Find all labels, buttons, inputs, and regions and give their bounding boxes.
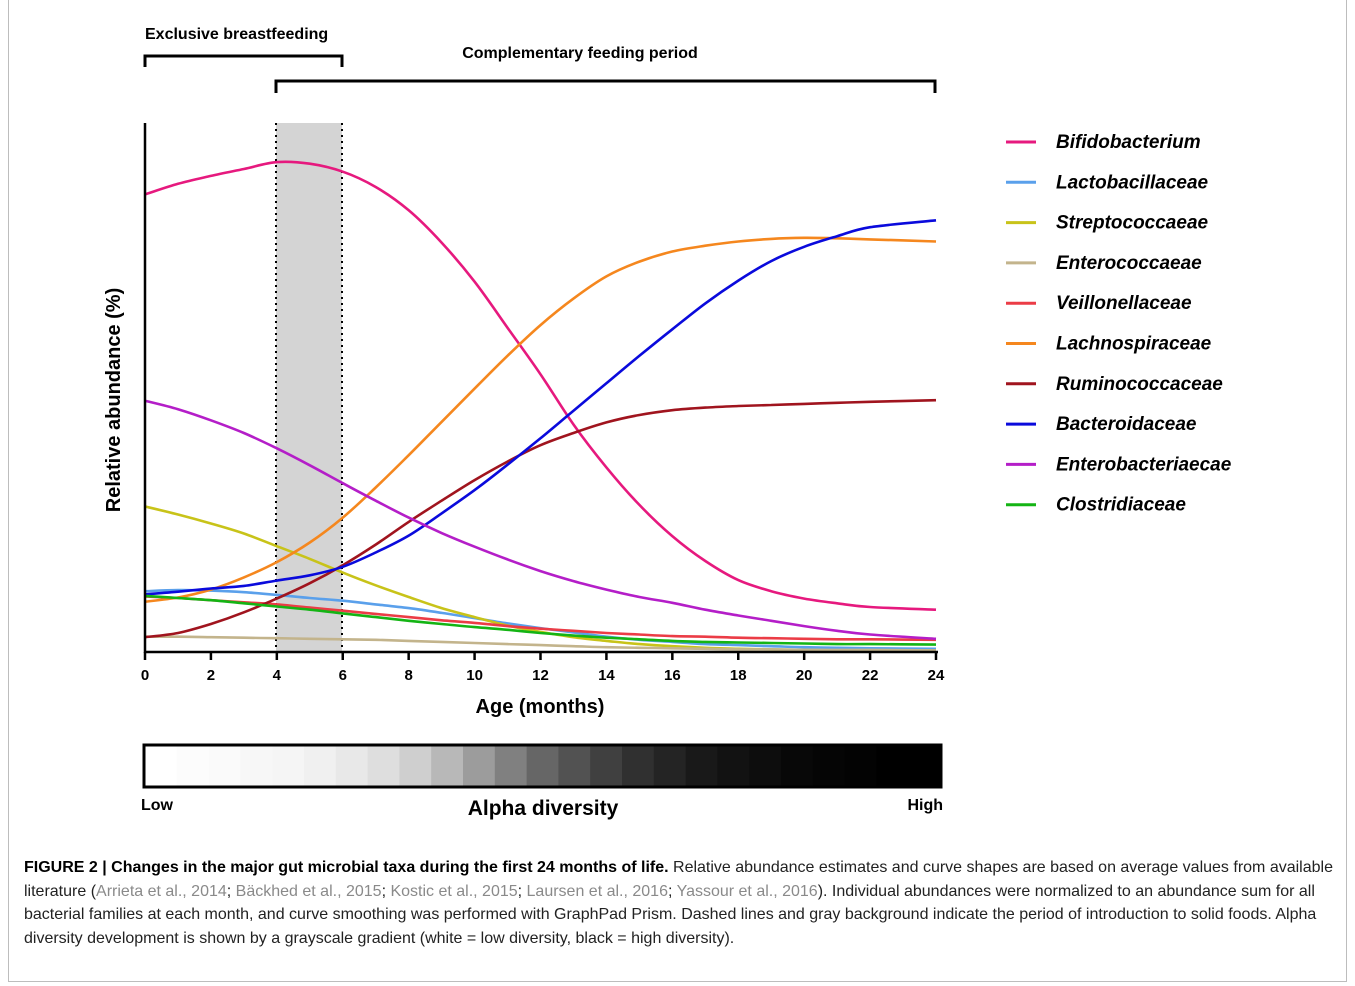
diversity-cell <box>653 746 687 786</box>
x-tick-label: 14 <box>598 667 615 684</box>
x-tick-label: 22 <box>862 667 879 684</box>
y-axis-title: Relative abundance (%) <box>103 288 125 513</box>
diversity-cell <box>558 746 591 786</box>
legend-label: Streptococcaeae <box>1056 213 1209 234</box>
diversity-cell <box>622 746 655 786</box>
diversity-cell <box>399 746 432 786</box>
x-tick-label: 24 <box>928 667 945 684</box>
diversity-cell <box>335 746 369 786</box>
series-line-lachnospiraceae <box>144 236 937 603</box>
legend-label: Enterobacteriaecae <box>1056 454 1232 475</box>
series-line-bifidobacterium <box>144 160 937 611</box>
legend-label: Bifidobacterium <box>1056 132 1201 153</box>
exclusive-bracket-line <box>143 54 344 67</box>
x-tick-label: 8 <box>404 667 412 684</box>
legend-label: Lachnospiraceae <box>1056 334 1212 355</box>
x-tick-label: 12 <box>532 667 549 684</box>
caption-figure-label: FIGURE 2 | Changes in the major gut micr… <box>24 859 669 876</box>
series-line-bacteroidaceae <box>144 219 937 596</box>
x-tick-label: 10 <box>466 667 483 684</box>
series-line-veillonellaceae <box>144 595 937 642</box>
legend-label: Ruminococcaceae <box>1056 374 1223 395</box>
diversity-cell <box>272 746 305 786</box>
diversity-cell <box>812 746 846 786</box>
alpha-diversity-gradient <box>145 746 941 786</box>
caption-ref[interactable]: Arrieta et al., 2014 <box>96 882 227 900</box>
x-tick-label: 18 <box>730 667 747 684</box>
diversity-cell <box>367 746 400 786</box>
legend-label: Bacteroidaceae <box>1056 414 1197 435</box>
solid-food-window <box>276 123 342 652</box>
diversity-cell <box>526 746 559 786</box>
legend-label: Veillonellaceae <box>1056 293 1192 314</box>
diversity-cell <box>304 746 337 786</box>
diversity-cell <box>494 746 528 786</box>
diversity-high-label: High <box>907 797 943 814</box>
diversity-cell <box>208 746 241 786</box>
caption-ref[interactable]: Kostic et al., 2015 <box>390 882 518 900</box>
series-layer <box>144 160 937 652</box>
alpha-diversity-title: Alpha diversity <box>468 797 619 820</box>
caption-ref[interactable]: Yassour et al., 2016 <box>676 882 818 900</box>
legend: Bifidobacterium Lactobacillaceae Streptoco… <box>1006 132 1232 516</box>
x-tick-label: 4 <box>273 667 282 684</box>
x-tick-label: 6 <box>339 667 347 684</box>
figure-caption: FIGURE 2 | Changes in the major gut micr… <box>24 859 1333 947</box>
x-tick-label: 0 <box>141 667 149 684</box>
caption-text-body: ). Individual abundances were normalized… <box>24 882 1317 947</box>
diversity-cell <box>781 746 814 786</box>
diversity-cell <box>908 746 941 786</box>
x-tick-label: 20 <box>796 667 813 684</box>
diversity-cell <box>844 746 877 786</box>
alpha-diversity-bar-border <box>142 743 943 789</box>
series-line-clostridiaceae <box>144 594 937 646</box>
series-line-enterobacteriaecae <box>144 399 937 641</box>
legend-label: Lactobacillaceae <box>1056 172 1209 193</box>
complementary-feeding-bracket: Complementary feeding period <box>274 45 937 93</box>
series-line-enterococcaeae <box>144 635 937 652</box>
diversity-cell <box>463 746 496 786</box>
figure-frame <box>8 0 1347 982</box>
x-tick-label: 2 <box>207 667 215 684</box>
legend-label: Clostridiaceae <box>1056 495 1186 516</box>
diversity-cell <box>240 746 273 786</box>
caption-text-intro: Relative abundance estimates and curve s… <box>24 859 1333 900</box>
series-line-ruminococcaceae <box>144 398 937 639</box>
figure-canvas: Exclusive breastfeeding Complementary fe… <box>103 26 1232 820</box>
diversity-cell <box>176 746 210 786</box>
diversity-cell <box>431 746 464 786</box>
diversity-cell <box>145 746 178 786</box>
caption-ref[interactable]: Bäckhed et al., 2015 <box>235 882 382 900</box>
diversity-cell <box>717 746 750 786</box>
series-line-lactobacillaceae <box>144 588 937 651</box>
diversity-low-label: Low <box>141 797 174 814</box>
x-axis-title: Age (months) <box>476 696 605 718</box>
exclusive-breastfeeding-label: Exclusive breastfeeding <box>145 26 328 43</box>
x-ticks: 0 2 4 6 8 10 12 14 16 18 20 22 24 <box>141 652 945 684</box>
diversity-cell <box>749 746 782 786</box>
exclusive-breastfeeding-bracket: Exclusive breastfeeding <box>143 26 344 67</box>
diversity-cell <box>685 746 718 786</box>
complementary-feeding-label: Complementary feeding period <box>462 45 698 62</box>
x-tick-label: 16 <box>664 667 681 684</box>
legend-label: Enterococcaeae <box>1056 253 1202 274</box>
diversity-cell <box>590 746 623 786</box>
diversity-cell <box>876 746 909 786</box>
caption-ref[interactable]: Laursen et al., 2016 <box>526 882 668 900</box>
complementary-bracket-line <box>274 79 937 93</box>
